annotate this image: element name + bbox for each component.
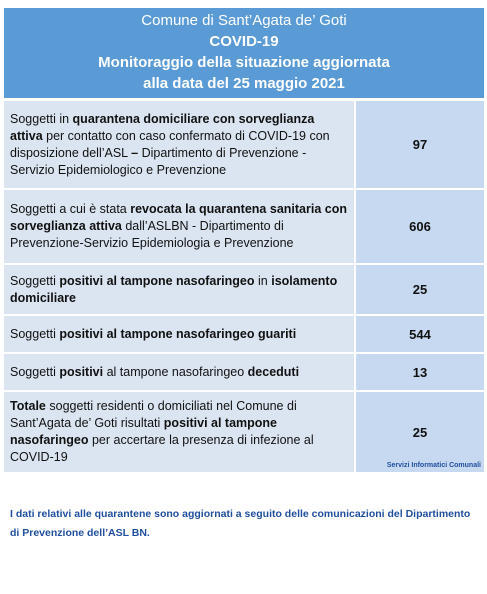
label-text: – xyxy=(131,145,139,160)
label-text: Soggetti xyxy=(10,364,60,379)
label-cell: Totale soggetti residenti o domiciliati … xyxy=(4,392,356,472)
label-text: positivi al tampone nasofaringeo xyxy=(10,416,278,447)
value-cell: 544 xyxy=(356,316,484,352)
label-text: revocata la quarantena sanitaria con sor… xyxy=(10,202,347,233)
header-line: Monitoraggio della situazione aggiornata xyxy=(98,54,390,71)
row: Soggetti positivi al tampone nasofaringe… xyxy=(4,316,484,352)
label-text: Soggetti xyxy=(10,326,60,341)
header-line: alla data del 25 maggio 2021 xyxy=(143,75,345,92)
row: Totale soggetti residenti o domiciliati … xyxy=(4,392,484,472)
note: I dati relativi alle quarantene sono agg… xyxy=(10,508,471,539)
row: Soggetti in quarantena domiciliare con s… xyxy=(4,101,484,188)
label-text: positivi al tampone nasofaringeo guariti xyxy=(59,326,297,341)
label-text: Soggetti xyxy=(10,273,60,288)
label-text: Soggetti in xyxy=(10,111,73,126)
value-cell: 97 xyxy=(356,101,484,188)
label-text: dall’ASLBN - Dipartimento di Prevenzione… xyxy=(10,219,294,250)
label-cell: Soggetti positivi al tampone nasofaringe… xyxy=(4,354,356,390)
label-cell: Soggetti positivi al tampone nasofaringe… xyxy=(4,316,356,352)
label-text: quarantena domiciliare con sorveglianza … xyxy=(10,111,315,143)
row: Soggetti a cui è stata revocata la quara… xyxy=(4,190,484,263)
value-cell: 25 xyxy=(356,265,484,314)
label-text: Totale xyxy=(10,399,46,413)
value: 97 xyxy=(412,137,428,152)
credit: Servizi Informatici Comunali xyxy=(386,462,481,469)
label-cell: Soggetti a cui è stata revocata la quara… xyxy=(4,190,356,263)
row: Soggetti positivi al tampone nasofaringe… xyxy=(4,265,484,314)
label-text: Dipartimento di Prevenzione - Servizio E… xyxy=(10,145,307,177)
value: 13 xyxy=(412,364,428,380)
label-text: isolamento domiciliare xyxy=(10,273,338,305)
value: 25 xyxy=(412,282,428,297)
value: 25 xyxy=(412,424,428,440)
header-line: COVID-19 xyxy=(209,33,279,50)
header-line: Comune di Sant’Agata de’ Goti xyxy=(141,12,347,29)
label-text: per accertare la presenza di infezione a… xyxy=(10,433,314,464)
label-cell: Soggetti positivi al tampone nasofaringe… xyxy=(4,265,356,314)
value: 544 xyxy=(409,326,431,342)
label-cell: Soggetti in quarantena domiciliare con s… xyxy=(4,101,356,188)
value-cell: 13 xyxy=(356,354,484,390)
value: 606 xyxy=(409,219,431,234)
row: Soggetti positivi al tampone nasofaringe… xyxy=(4,354,484,390)
label-text: soggetti residenti o domiciliati nel Com… xyxy=(10,399,297,430)
label-text: al tampone nasofaringeo xyxy=(103,364,248,379)
label-text: in xyxy=(254,273,272,288)
table: Soggetti in quarantena domiciliare con s… xyxy=(4,99,484,474)
label-text: per contatto con caso confermato di COVI… xyxy=(10,128,330,160)
label-text: deceduti xyxy=(247,364,300,379)
header: Comune di Sant’Agata de’ Goti COVID-19 Mon… xyxy=(4,8,484,98)
label-text: Soggetti a cui è stata xyxy=(10,202,131,216)
value-cell: 25 Servizi Informatici Comunali xyxy=(356,392,484,472)
label-text: positivi xyxy=(59,364,104,379)
value-cell: 606 xyxy=(356,190,484,263)
label-text: positivi al tampone nasofaringeo xyxy=(59,273,255,288)
